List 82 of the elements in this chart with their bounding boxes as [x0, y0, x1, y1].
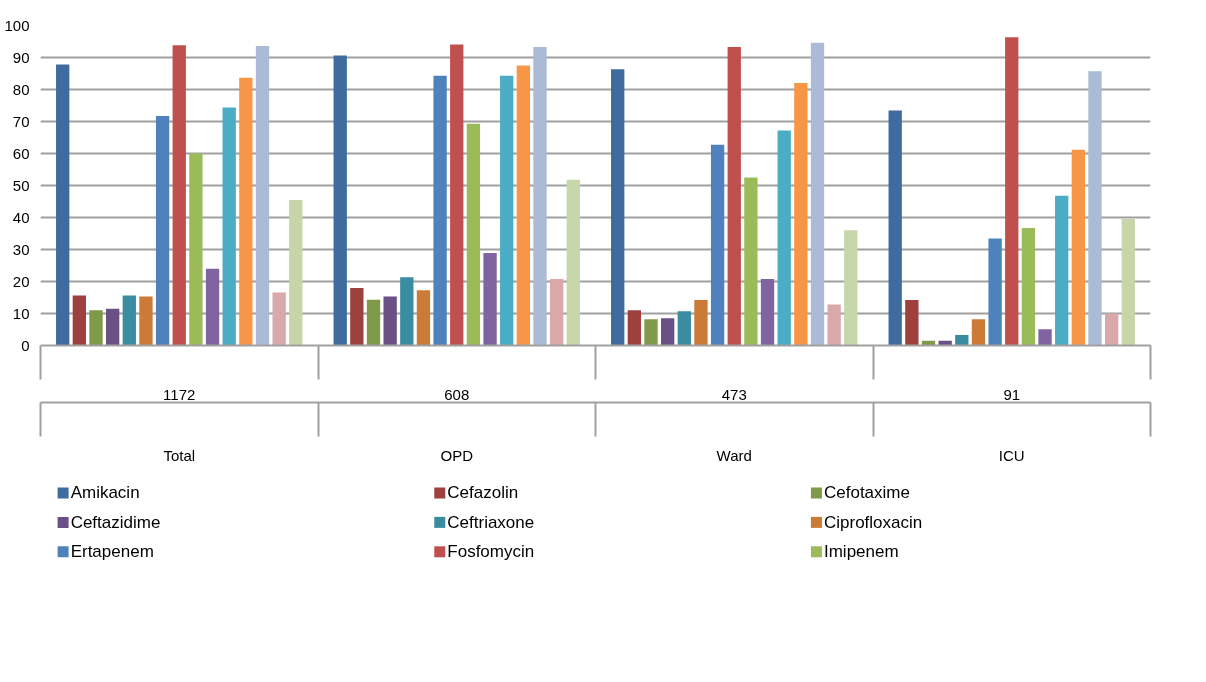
bar	[239, 77, 253, 346]
bar	[533, 46, 547, 346]
bar	[827, 304, 841, 346]
bar	[888, 110, 902, 346]
bar	[1038, 329, 1052, 346]
bar	[955, 334, 969, 346]
bar	[366, 299, 381, 346]
category-label: 473 Ward	[716, 385, 752, 464]
bar	[710, 144, 725, 346]
y-tick-label: 30	[12, 240, 30, 258]
bar	[1005, 37, 1019, 346]
bar	[400, 277, 414, 346]
bar	[1088, 71, 1102, 346]
bar	[644, 319, 658, 346]
bar	[744, 177, 758, 346]
bar	[483, 253, 497, 346]
y-tick-label: 60	[12, 144, 30, 162]
bar	[516, 65, 531, 346]
bar	[89, 310, 103, 346]
y-tick-label: 0	[21, 336, 30, 354]
bar	[566, 179, 580, 346]
bar	[810, 42, 825, 346]
category-label: 91 ICU	[998, 385, 1025, 464]
bar	[1121, 219, 1135, 346]
bar	[333, 55, 347, 346]
bar	[222, 107, 236, 346]
legend-label: Cefazolin	[447, 483, 519, 503]
legend-label: Ertapenem	[70, 542, 154, 562]
bar	[1071, 149, 1086, 346]
bar	[988, 238, 1002, 346]
y-tick-label: 50	[12, 176, 30, 194]
bar	[844, 230, 858, 346]
bar	[105, 308, 120, 346]
y-tick-label: 90	[12, 48, 30, 66]
bar	[189, 153, 203, 346]
legend-label: Imipenem	[823, 542, 899, 562]
legend-label: Ceftriaxone	[447, 512, 535, 532]
bar	[1021, 228, 1036, 346]
bar	[794, 83, 808, 346]
bar	[727, 46, 741, 346]
bar	[155, 116, 170, 346]
bar	[255, 45, 270, 346]
y-tick-label: 40	[12, 208, 30, 226]
bar	[971, 319, 986, 346]
bar	[677, 311, 691, 346]
bar	[272, 292, 286, 346]
bar	[122, 295, 136, 346]
bar	[289, 199, 303, 346]
legend-label: Cefotaxime	[823, 483, 910, 503]
bar	[500, 75, 514, 346]
bar	[350, 287, 364, 346]
legend-label: Ceftazidime	[70, 512, 161, 532]
bar	[760, 278, 775, 346]
category-label: 608 OPD	[440, 385, 474, 464]
y-tick-label: 100	[4, 16, 30, 34]
bar	[139, 296, 153, 346]
bar	[627, 310, 642, 346]
bar	[777, 130, 791, 346]
y-tick-label: 10	[12, 304, 30, 322]
bar	[72, 295, 87, 346]
bar	[205, 268, 220, 346]
bar	[56, 64, 70, 346]
bar	[1104, 313, 1119, 346]
bar	[694, 300, 708, 346]
legend-label: Ciprofloxacin	[823, 512, 923, 532]
legend-label: Fosfomycin	[447, 542, 535, 562]
bar	[433, 75, 447, 346]
bar	[416, 290, 431, 346]
bar	[549, 278, 564, 346]
legend-label: Amikacin	[70, 483, 140, 503]
bar	[450, 44, 464, 346]
bar	[466, 123, 481, 346]
bar	[383, 296, 397, 346]
y-tick-label: 80	[12, 80, 30, 98]
y-tick-label: 20	[12, 272, 30, 290]
bar	[660, 318, 675, 346]
bar	[172, 45, 186, 346]
bar	[611, 69, 625, 346]
bar	[1055, 195, 1069, 346]
y-tick-label: 70	[12, 112, 30, 130]
bar	[905, 300, 919, 346]
category-label: 1172 Total	[163, 385, 196, 464]
